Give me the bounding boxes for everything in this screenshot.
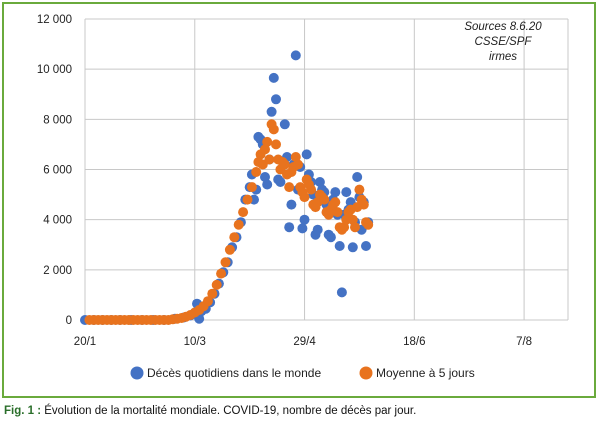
x-tick-label: 29/4 [293, 336, 316, 348]
data-point-daily [299, 214, 310, 225]
data-point-daily [266, 106, 277, 117]
data-point-daily [279, 119, 290, 130]
data-point-daily [330, 187, 341, 198]
caption-text: Évolution de la mortalité mondiale. COVI… [44, 405, 417, 417]
data-point-avg [293, 159, 303, 170]
data-point-daily [314, 177, 325, 187]
legend-marker-daily [130, 366, 144, 380]
data-point-avg [224, 244, 235, 255]
sources-line-2: CSSE/SPF [474, 36, 532, 48]
data-point-avg [211, 279, 222, 290]
data-point-daily [361, 241, 371, 251]
y-tick-label: 12 000 [37, 14, 72, 26]
data-point-avg [229, 232, 240, 243]
data-point-avg [202, 296, 213, 307]
data-point-daily [352, 172, 363, 182]
data-point-daily [286, 199, 297, 210]
caption-label: Fig. 1 : [4, 405, 42, 417]
data-point-avg [339, 222, 350, 233]
y-tick-label: 8 000 [43, 114, 72, 126]
data-point-avg [246, 182, 257, 193]
data-point-daily [271, 94, 281, 105]
data-point-daily [334, 241, 345, 251]
data-point-avg [358, 199, 369, 210]
grid-lines [84, 18, 569, 321]
data-point-daily [301, 149, 312, 160]
data-point-avg [363, 219, 374, 230]
data-point-avg [332, 207, 343, 218]
data-point-daily [312, 224, 323, 235]
data-point-avg [220, 257, 231, 268]
legend-label-avg: Moyenne à 5 jours [376, 366, 475, 380]
data-point-avg [330, 197, 341, 208]
data-point-avg [264, 154, 275, 165]
y-tick-label: 10 000 [37, 64, 72, 76]
data-point-avg [319, 194, 330, 205]
data-point-avg [350, 222, 360, 233]
data-point-avg [268, 124, 279, 135]
data-point-avg [233, 219, 244, 230]
sources-line-1: Sources 8.6.20 [464, 21, 542, 33]
y-tick-label: 4 000 [43, 215, 72, 227]
data-point-avg [216, 268, 227, 279]
data-point-daily [262, 179, 273, 190]
data-point-daily [260, 172, 270, 182]
x-tick-label: 7/8 [516, 336, 532, 348]
data-point-daily [347, 242, 358, 253]
data-point-avg [207, 288, 218, 299]
legend: Décès quotidiens dans le monde Moyenne à… [130, 366, 475, 380]
data-point-daily [341, 187, 352, 198]
data-point-avg [238, 207, 249, 218]
sources-note: Sources 8.6.20 CSSE/SPF irmes [448, 20, 558, 65]
data-point-daily [268, 72, 279, 83]
data-point-daily [325, 232, 336, 243]
data-point-daily [275, 177, 286, 187]
series-daily-deaths [80, 50, 374, 325]
data-point-avg [262, 136, 273, 147]
x-tick-label: 20/1 [74, 336, 96, 348]
data-point-avg [260, 144, 270, 155]
x-tick-labels: 20/1 10/3 29/4 18/6 7/8 [74, 336, 532, 348]
data-point-avg [299, 192, 310, 203]
data-point-avg [251, 167, 262, 177]
x-tick-label: 10/3 [184, 336, 206, 348]
data-point-daily [336, 287, 347, 298]
data-point-avg [271, 139, 281, 150]
y-tick-label: 2 000 [43, 265, 72, 277]
chart-frame [2, 2, 596, 398]
data-point-daily [284, 222, 295, 233]
y-tick-labels: 0 2 000 4 000 6 000 8 000 10 000 12 000 [37, 14, 72, 327]
legend-marker-avg [359, 366, 373, 380]
data-point-avg [354, 184, 365, 195]
series-five-day-average [84, 119, 374, 325]
data-point-avg [306, 184, 317, 195]
y-tick-label: 0 [66, 315, 72, 327]
figure-caption: Fig. 1 : Évolution de la mortalité mondi… [4, 405, 416, 417]
data-point-avg [279, 159, 290, 170]
data-point-daily [290, 50, 301, 61]
x-tick-label: 18/6 [403, 336, 425, 348]
data-point-daily [297, 223, 308, 234]
data-point-avg [290, 152, 301, 162]
sources-line-3: irmes [488, 51, 518, 63]
y-tick-label: 6 000 [43, 165, 72, 177]
data-point-avg [242, 194, 253, 205]
mortality-chart: 0 2 000 4 000 6 000 8 000 10 000 12 000 20/1 10… [37, 14, 569, 380]
data-point-avg [347, 214, 358, 225]
legend-label-daily: Décès quotidiens dans le monde [147, 366, 321, 380]
data-point-avg [284, 182, 295, 193]
